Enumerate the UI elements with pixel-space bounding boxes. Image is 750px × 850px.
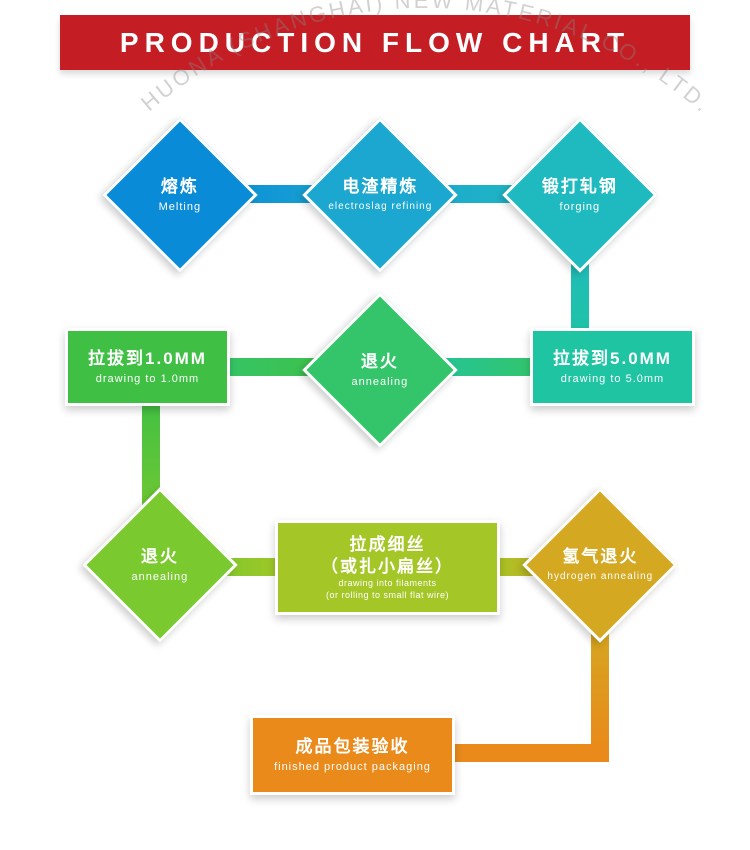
- node-anneal2-cn: 退火: [141, 546, 179, 568]
- node-anneal1-cn: 退火: [361, 351, 399, 373]
- svg-text:HUONA (SHANGHAI) NEW MATERIAL: HUONA (SHANGHAI) NEW MATERIAL CO., LTD.: [136, 0, 716, 118]
- node-anneal2: 退火 annealing: [82, 487, 238, 643]
- node-draw5-en: drawing to 5.0mm: [561, 372, 664, 386]
- node-draw5: 拉拔到5.0MM drawing to 5.0mm: [530, 328, 695, 406]
- node-filaments: 拉成细丝（或扎小扁丝）drawing into filaments(or rol…: [275, 520, 500, 615]
- node-draw1-en: drawing to 1.0mm: [96, 372, 199, 386]
- node-melting-en: Melting: [159, 200, 201, 214]
- node-forging: 锻打轧钢 forging: [502, 117, 658, 273]
- node-refining-cn: 电渣精炼: [342, 176, 418, 198]
- watermark-text: HUONA (SHANGHAI) NEW MATERIAL CO., LTD.: [136, 0, 716, 118]
- node-packaging: 成品包装验收 finished product packaging: [250, 715, 455, 795]
- node-melting-cn: 熔炼: [161, 176, 199, 198]
- node-forging-cn: 锻打轧钢: [542, 176, 618, 198]
- node-hydrogen-en: hydrogen annealing: [547, 571, 653, 584]
- node-anneal1-en: annealing: [352, 375, 409, 389]
- node-packaging-en: finished product packaging: [274, 760, 431, 774]
- node-hydrogen-cn: 氢气退火: [562, 546, 638, 568]
- flowchart-stage: HUONA (SHANGHAI) NEW MATERIAL CO., LTD. …: [0, 0, 750, 820]
- node-draw5-cn: 拉拔到5.0MM: [553, 348, 672, 370]
- node-filaments-en: drawing into filaments(or rolling to sma…: [326, 578, 449, 601]
- node-hydrogen: 氢气退火 hydrogen annealing: [522, 487, 678, 643]
- node-anneal1: 退火 annealing: [302, 292, 458, 448]
- node-melting: 熔炼 Melting: [102, 117, 258, 273]
- node-refining: 电渣精炼 electroslag refining: [302, 117, 458, 273]
- node-filaments-cn: 拉成细丝（或扎小扁丝）: [321, 534, 454, 578]
- node-draw1: 拉拔到1.0MM drawing to 1.0mm: [65, 328, 230, 406]
- connector-pack-v-packaging: [445, 744, 609, 762]
- node-refining-en: electroslag refining: [328, 201, 432, 214]
- node-forging-en: forging: [560, 200, 601, 214]
- node-packaging-cn: 成品包装验收: [296, 736, 410, 758]
- node-anneal2-en: annealing: [132, 570, 189, 584]
- node-draw1-cn: 拉拔到1.0MM: [88, 348, 207, 370]
